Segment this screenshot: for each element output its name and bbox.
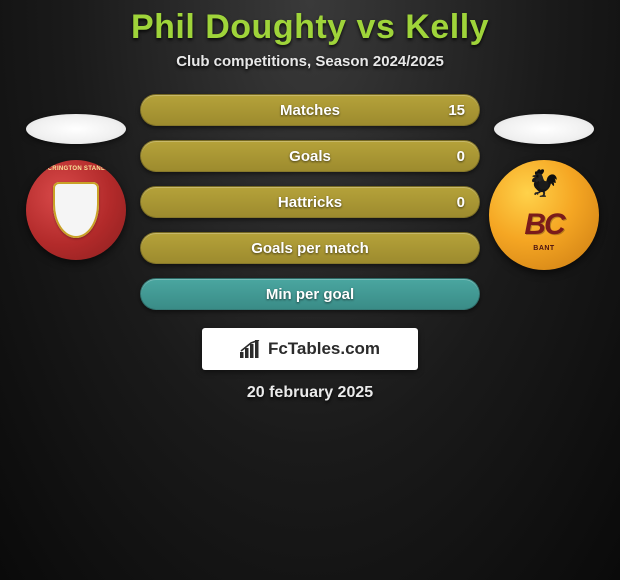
page-title: Phil Doughty vs Kelly bbox=[131, 8, 489, 47]
right-player-column: 🐓 BC BANT bbox=[484, 94, 604, 270]
stat-label: Goals bbox=[289, 148, 331, 165]
date-text: 20 february 2025 bbox=[247, 384, 373, 402]
stat-value-right: 15 bbox=[448, 102, 465, 119]
page-subtitle: Club competitions, Season 2024/2025 bbox=[176, 53, 444, 70]
brand-text: FcTables.com bbox=[268, 339, 380, 359]
stat-row-goals: Goals 0 bbox=[140, 140, 480, 172]
right-crest-initials: BC bbox=[524, 208, 563, 242]
left-player-column: ACCRINGTON STANLEY bbox=[16, 94, 136, 260]
right-team-crest: 🐓 BC BANT bbox=[489, 160, 599, 270]
rooster-icon: 🐓 bbox=[528, 168, 560, 199]
stat-label: Hattricks bbox=[278, 194, 342, 211]
stat-label: Goals per match bbox=[251, 240, 369, 257]
stat-row-min-per-goal: Min per goal bbox=[140, 278, 480, 310]
left-team-crest: ACCRINGTON STANLEY bbox=[26, 160, 126, 260]
stat-row-hattricks: Hattricks 0 bbox=[140, 186, 480, 218]
stats-column: Matches 15 Goals 0 Hattricks 0 Goals per… bbox=[136, 94, 484, 310]
stat-value-right: 0 bbox=[457, 194, 465, 211]
left-player-placeholder bbox=[26, 114, 126, 144]
stat-label: Min per goal bbox=[266, 286, 354, 303]
stat-row-goals-per-match: Goals per match bbox=[140, 232, 480, 264]
stat-row-matches: Matches 15 bbox=[140, 94, 480, 126]
main-row: ACCRINGTON STANLEY Matches 15 Goals 0 Ha… bbox=[0, 94, 620, 310]
right-crest-band: BANT bbox=[533, 245, 554, 252]
brand-badge[interactable]: FcTables.com bbox=[202, 328, 418, 370]
stat-value-right: 0 bbox=[457, 148, 465, 165]
right-player-placeholder bbox=[494, 114, 594, 144]
bar-chart-icon bbox=[240, 340, 262, 358]
footer: FcTables.com 20 february 2025 bbox=[202, 328, 418, 402]
stat-label: Matches bbox=[280, 102, 340, 119]
left-crest-label: ACCRINGTON STANLEY bbox=[38, 166, 113, 172]
comparison-card: Phil Doughty vs Kelly Club competitions,… bbox=[0, 0, 620, 402]
